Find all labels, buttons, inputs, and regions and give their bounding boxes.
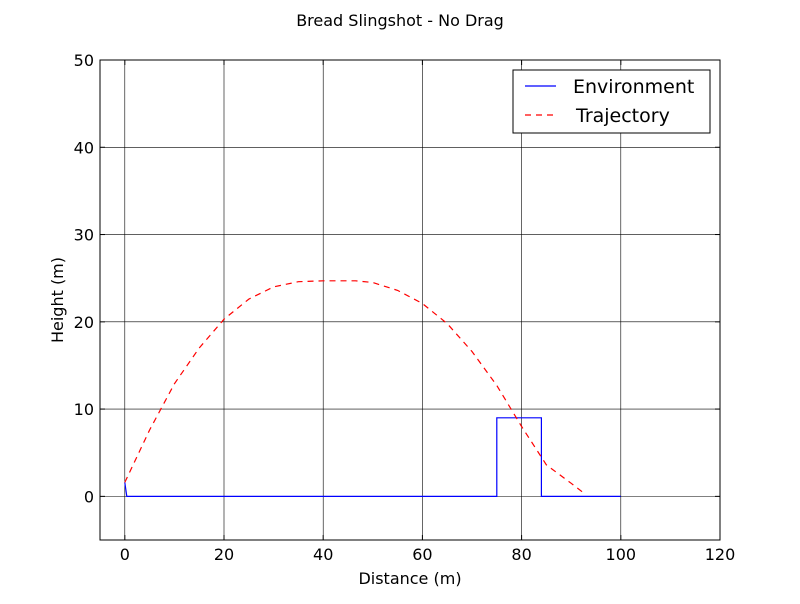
x-tick-label: 120 [705, 545, 736, 564]
y-tick-label: 30 [74, 226, 94, 245]
x-tick-label: 40 [313, 545, 333, 564]
series-environment-line [124, 417, 621, 497]
y-tick-label: 40 [74, 138, 94, 157]
ticks: 0 20 40 60 80 100 120 0 10 20 30 40 50 [74, 51, 736, 564]
series-trajectory-line [124, 280, 585, 495]
legend-environment-label: Environment [573, 76, 694, 98]
plot-area-frame [99, 59, 721, 541]
x-tick-label: 60 [412, 545, 432, 564]
y-axis-label: Height (m) [48, 257, 67, 343]
y-tick-label: 10 [74, 400, 94, 419]
x-tick-label: 100 [606, 545, 637, 564]
chart-title: Bread Slingshot - No Drag [296, 11, 504, 30]
y-tick-label: 20 [74, 313, 94, 332]
x-axis-label: Distance (m) [358, 569, 461, 588]
y-tick-label: 50 [74, 51, 94, 70]
legend-trajectory-label: Trajectory [575, 105, 670, 127]
x-tick-label: 80 [511, 545, 531, 564]
x-tick-label: 20 [214, 545, 234, 564]
y-tick-label: 0 [84, 487, 94, 506]
x-tick-label: 0 [120, 545, 130, 564]
series-layer [124, 280, 621, 497]
legend: Environment Trajectory [512, 69, 711, 134]
legend-box [512, 69, 711, 134]
